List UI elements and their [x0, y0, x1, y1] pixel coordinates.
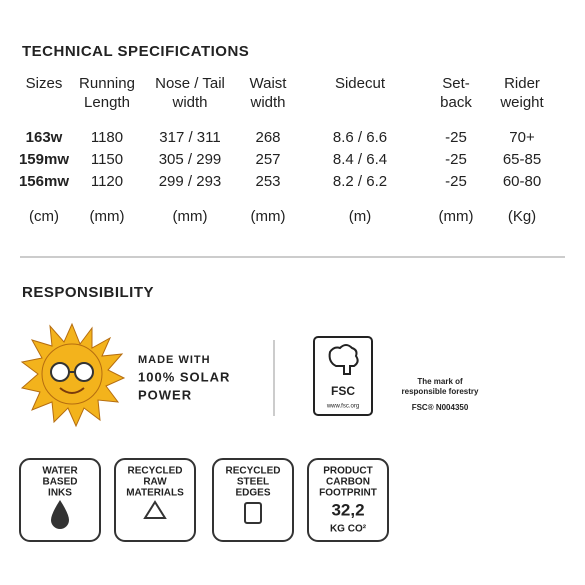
- column-header: Waist: [250, 75, 288, 92]
- table-cell: -25: [445, 173, 467, 190]
- column-header: Sidecut: [335, 75, 386, 92]
- table-cell: -25: [445, 151, 467, 168]
- fsc-url: www.fsc.org: [326, 404, 359, 410]
- badge-text: BASED: [42, 477, 77, 488]
- column-header: back: [440, 94, 472, 111]
- unit-label: (mm): [90, 208, 125, 225]
- table-cell: 70+: [509, 129, 535, 146]
- table-cell: 1150: [91, 151, 123, 168]
- badge-text: RECYCLED: [225, 466, 280, 477]
- table-cell: 1180: [91, 129, 123, 146]
- column-header: Sizes: [26, 75, 63, 92]
- fsc-code: FSC® N004350: [412, 403, 469, 412]
- table-cell: 156mw: [19, 173, 69, 190]
- carbon-unit: KG CO²: [330, 524, 367, 535]
- fsc-mark: responsible forestry: [402, 387, 479, 396]
- badge-text: WATER: [42, 466, 78, 477]
- bin-icon: [244, 502, 262, 524]
- table-cell: 159mw: [19, 151, 69, 168]
- badge-text: CARBON: [326, 477, 370, 488]
- unit-label: (m): [349, 208, 372, 225]
- solar-text: MADE WITH: [138, 354, 211, 366]
- table-cell: 268: [255, 129, 280, 146]
- carbon-value: 32,2: [331, 500, 364, 519]
- badge-text: RECYCLED: [127, 466, 182, 477]
- badge: [212, 458, 294, 542]
- unit-label: (Kg): [508, 208, 536, 225]
- sun-logo: [20, 322, 126, 428]
- table-cell: -25: [445, 129, 467, 146]
- responsibility-title: RESPONSIBILITY: [22, 284, 154, 301]
- table-cell: 163w: [26, 129, 63, 146]
- table-cell: 65-85: [503, 151, 541, 168]
- column-header: Running: [79, 75, 135, 92]
- table-cell: 8.2 / 6.2: [333, 173, 387, 190]
- solar-text: 100% SOLAR: [138, 369, 230, 384]
- column-header: Length: [84, 94, 130, 111]
- column-header: Rider: [504, 75, 540, 92]
- badge-text: PRODUCT: [323, 466, 372, 477]
- table-cell: 317 / 311: [159, 129, 220, 146]
- fsc-mark: The mark of: [417, 377, 463, 386]
- badge-text: MATERIALS: [126, 488, 184, 499]
- unit-label: (mm): [439, 208, 474, 225]
- badge-text: STEEL: [237, 477, 269, 488]
- badge-text: EDGES: [235, 488, 270, 499]
- specs-title: TECHNICAL SPECIFICATIONS: [22, 43, 249, 60]
- badge: [307, 458, 389, 542]
- fsc-logo: FSC www.fsc.org: [313, 336, 373, 416]
- table-cell: 60-80: [503, 173, 541, 190]
- recycle-icon: [143, 500, 167, 519]
- badge-text: RAW: [143, 477, 167, 488]
- column-header: weight: [499, 94, 544, 111]
- column-header: Nose / Tail: [155, 75, 225, 92]
- table-cell: 8.4 / 6.4: [333, 151, 387, 168]
- table-cell: 305 / 299: [159, 151, 222, 168]
- badge-text: FOOTPRINT: [319, 488, 377, 499]
- table-cell: 299 / 293: [159, 173, 222, 190]
- content: Sizes Running Length Nose / Tail width Waist w…: [19, 75, 545, 542]
- drop-icon: [51, 500, 69, 529]
- column-header: Set-: [442, 75, 470, 92]
- table-cell: 1120: [91, 173, 123, 190]
- column-header: width: [171, 94, 207, 111]
- column-header: width: [249, 94, 285, 111]
- badge: [114, 458, 196, 542]
- unit-label: (mm): [173, 208, 208, 225]
- unit-label: (mm): [251, 208, 286, 225]
- table-cell: 253: [255, 173, 280, 190]
- unit-label: (cm): [29, 208, 59, 225]
- fsc-logo-text: FSC: [331, 384, 355, 398]
- table-cell: 257: [255, 151, 280, 168]
- table-cell: 8.6 / 6.6: [333, 129, 387, 146]
- solar-text: POWER: [138, 387, 192, 402]
- badge-text: INKS: [48, 488, 72, 499]
